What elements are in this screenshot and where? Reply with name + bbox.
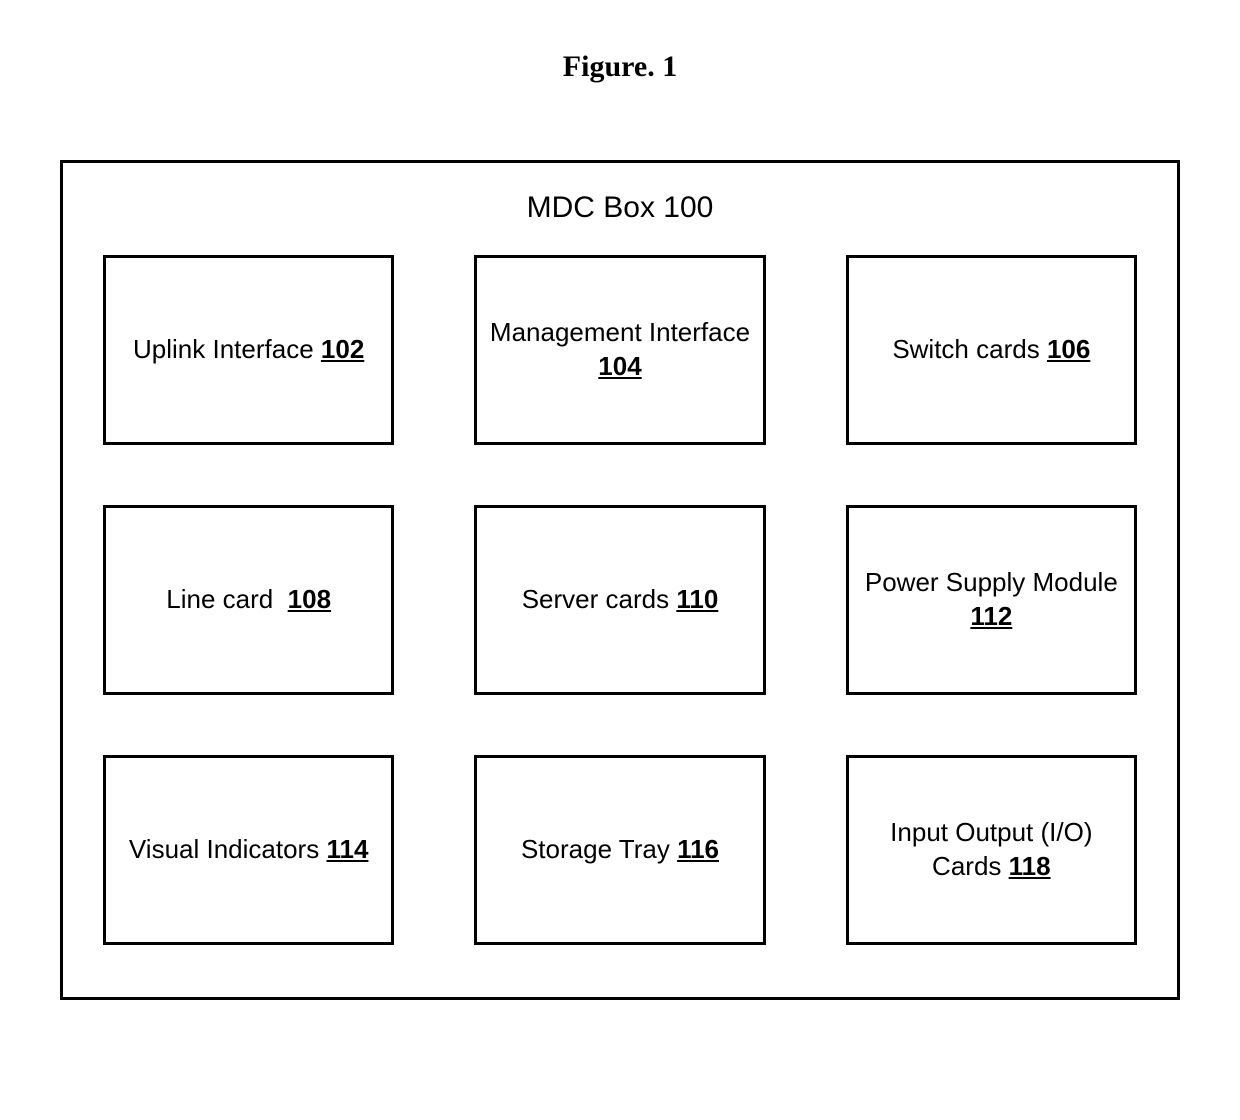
cell-ref: 106 xyxy=(1047,334,1090,364)
cell-text: Switch cards xyxy=(892,334,1039,364)
cell-text: Visual Indicators xyxy=(129,834,319,864)
cell-storage-tray: Storage Tray 116 xyxy=(474,755,765,945)
cell-label: Storage Tray 116 xyxy=(521,833,719,867)
cell-text: Line card xyxy=(166,584,273,614)
cell-ref: 114 xyxy=(326,834,368,864)
figure-title: Figure. 1 xyxy=(0,50,1240,84)
cell-label: Input Output (I/O) Cards 118 xyxy=(859,816,1124,884)
page: Figure. 1 MDC Box 100 Uplink Interface 1… xyxy=(0,0,1240,1120)
cell-ref: 104 xyxy=(598,351,641,381)
cell-power-supply-module: Power Supply Module 112 xyxy=(846,505,1137,695)
cell-text: Storage Tray xyxy=(521,834,670,864)
mdc-box-title: MDC Box 100 xyxy=(103,191,1137,225)
cell-ref: 112 xyxy=(970,601,1012,631)
cell-ref: 116 xyxy=(677,834,719,864)
cell-visual-indicators: Visual Indicators 114 xyxy=(103,755,394,945)
cell-label: Management Interface 104 xyxy=(487,316,752,384)
cell-uplink-interface: Uplink Interface 102 xyxy=(103,255,394,445)
cell-management-interface: Management Interface 104 xyxy=(474,255,765,445)
cell-io-cards: Input Output (I/O) Cards 118 xyxy=(846,755,1137,945)
cell-text: Uplink Interface xyxy=(133,334,314,364)
component-grid: Uplink Interface 102 Management Interfac… xyxy=(103,255,1137,945)
cell-ref: 118 xyxy=(1009,851,1051,881)
cell-label: Line card 108 xyxy=(166,583,331,617)
cell-ref: 108 xyxy=(288,584,331,614)
cell-label: Visual Indicators 114 xyxy=(129,833,368,867)
cell-label: Server cards 110 xyxy=(522,583,719,617)
cell-text: Input Output (I/O) Cards xyxy=(890,817,1092,881)
cell-text: Management Interface xyxy=(490,317,750,347)
mdc-box-container: MDC Box 100 Uplink Interface 102 Managem… xyxy=(60,160,1180,1000)
cell-text: Power Supply Module xyxy=(865,567,1118,597)
cell-label: Power Supply Module 112 xyxy=(859,566,1124,634)
cell-line-card: Line card 108 xyxy=(103,505,394,695)
cell-text: Server cards xyxy=(522,584,669,614)
cell-label: Uplink Interface 102 xyxy=(133,333,364,367)
cell-ref: 102 xyxy=(321,334,364,364)
cell-switch-cards: Switch cards 106 xyxy=(846,255,1137,445)
cell-label: Switch cards 106 xyxy=(892,333,1090,367)
cell-server-cards: Server cards 110 xyxy=(474,505,765,695)
cell-ref: 110 xyxy=(676,584,718,614)
